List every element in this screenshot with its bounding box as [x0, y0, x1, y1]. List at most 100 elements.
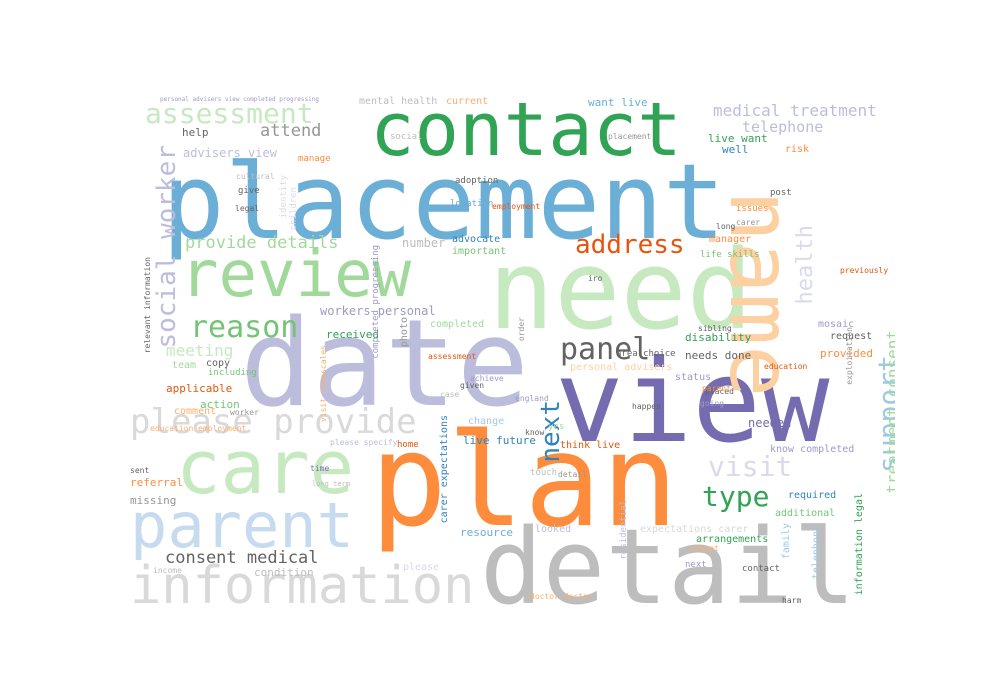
word: given — [460, 381, 485, 390]
word: address — [575, 230, 685, 260]
word: looked — [535, 524, 572, 535]
word: needs done — [685, 349, 752, 362]
word: placement — [608, 132, 652, 141]
word: disability — [685, 331, 752, 344]
word: placement — [162, 141, 726, 263]
word: relevant information — [143, 257, 152, 354]
word: review — [180, 238, 412, 312]
word: care — [176, 425, 355, 511]
word: including — [208, 368, 257, 378]
word: personal advisers view completed progres… — [160, 96, 319, 103]
word: going — [700, 399, 725, 408]
word: exploitation — [845, 327, 854, 385]
word: live want — [708, 132, 768, 145]
word: applicable — [166, 382, 233, 395]
word: long term — [312, 480, 350, 488]
word: location — [450, 199, 494, 209]
word: employment — [492, 202, 541, 211]
word: mental health — [359, 96, 438, 107]
word-cloud: placement date view plan detail need con… — [130, 95, 895, 610]
word: contact — [370, 95, 682, 173]
word: area choice — [616, 349, 676, 359]
word: adoption — [455, 176, 499, 186]
word: time — [310, 464, 330, 473]
word: iro — [588, 274, 603, 283]
word: please provide — [130, 402, 417, 442]
word: happen — [632, 402, 661, 411]
word: need — [488, 226, 753, 354]
word: current — [446, 96, 489, 107]
word: arrangements — [696, 534, 769, 545]
word: know — [525, 428, 545, 437]
word: contact — [742, 564, 780, 574]
word: detail — [480, 506, 856, 610]
word: think live — [560, 440, 621, 451]
word: please specify — [330, 438, 398, 447]
word: case — [440, 390, 460, 399]
word: children — [289, 187, 299, 231]
word: plan — [370, 407, 679, 556]
word: post — [770, 188, 792, 198]
word: long — [716, 222, 736, 231]
word: medical treatment — [713, 101, 877, 120]
word: advisers view — [183, 146, 277, 160]
word: additional — [775, 508, 836, 519]
word: health — [793, 225, 818, 305]
word: sent — [130, 466, 150, 475]
word: education — [764, 362, 808, 371]
word: personal advisers — [570, 362, 673, 373]
word: social worker — [152, 145, 182, 349]
word: needed — [748, 416, 792, 430]
word: give — [238, 186, 260, 196]
word: information legal — [854, 493, 865, 596]
word: know completed — [770, 444, 855, 455]
word: missing — [130, 494, 177, 507]
word: referral — [130, 476, 183, 489]
word: doctor doctor — [530, 592, 593, 601]
word: change — [468, 416, 505, 427]
word: previously — [840, 266, 889, 275]
word: residential — [619, 500, 629, 560]
word: want live — [588, 96, 648, 109]
word: england — [515, 394, 549, 403]
word: comment — [174, 406, 217, 417]
word: legal — [235, 204, 260, 213]
word: provide details — [185, 233, 339, 253]
word: advocate — [452, 234, 501, 245]
word: visit timescales — [319, 345, 328, 423]
word: identity — [279, 175, 289, 219]
word: parent — [130, 489, 354, 562]
word: team — [172, 360, 197, 371]
word: information — [130, 556, 475, 610]
word: treatment consent — [883, 330, 895, 494]
word: assessment — [428, 352, 477, 361]
word: income — [153, 566, 182, 575]
word: please — [403, 562, 440, 573]
word: expectations carer — [640, 524, 749, 535]
word: attend — [260, 121, 322, 141]
word: well — [722, 143, 749, 156]
word: yes — [548, 422, 565, 432]
word: mosaic — [818, 319, 855, 330]
word: home — [397, 440, 419, 450]
word: assessment — [145, 97, 314, 130]
word: moment — [690, 544, 719, 553]
word: family — [781, 523, 792, 560]
word: telephone — [811, 525, 822, 580]
word: important — [452, 246, 507, 257]
word: risk — [785, 144, 810, 155]
word: date — [240, 295, 529, 434]
word: life skills — [700, 250, 760, 260]
word: parent — [702, 384, 731, 393]
word: workers personal — [320, 304, 436, 318]
word: next — [685, 560, 707, 570]
word: social — [390, 132, 423, 142]
word: telephone — [742, 118, 824, 136]
word: received — [326, 328, 379, 341]
word: help — [182, 126, 209, 139]
word: achieve — [470, 374, 504, 383]
word: touch — [530, 468, 558, 478]
word: worker — [230, 408, 259, 417]
word: meeting — [166, 341, 234, 360]
word: photo — [399, 317, 410, 348]
